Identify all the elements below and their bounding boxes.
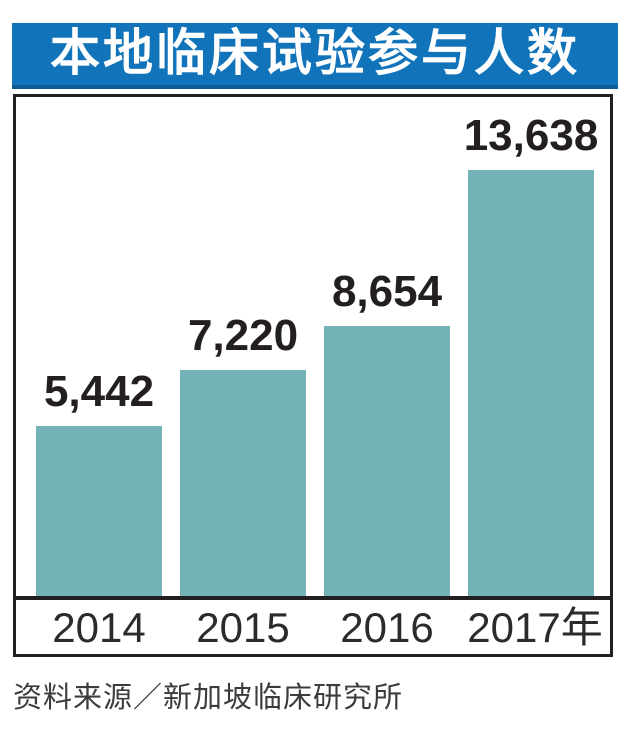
bar-value-label: 13,638 (463, 111, 599, 160)
x-axis-line (16, 596, 610, 600)
bar-2016 (324, 326, 450, 596)
chart-title: 本地临床试验参与人数 (50, 25, 580, 81)
x-axis-tick-label: 2017年 (467, 604, 603, 651)
chart-title-bar: 本地临床试验参与人数 (12, 23, 618, 89)
bar-2017年 (468, 170, 594, 596)
bar-2015 (180, 370, 306, 596)
bar-value-label: 5,442 (43, 367, 155, 416)
plot-area: 5,442 2014 7,220 2015 8,654 2016 13,638 2017年 (16, 97, 610, 654)
bar-value-label: 8,654 (331, 267, 443, 316)
x-axis-tick-label: 2016 (340, 604, 434, 651)
source-caption: 资料来源／新加坡临床研究所 (13, 682, 404, 714)
chart-area: 5,442 2014 7,220 2015 8,654 2016 13,638 2017年 (13, 94, 613, 657)
bar-2014 (36, 426, 162, 596)
x-axis-tick-label: 2014 (52, 604, 146, 651)
bar-value-label: 7,220 (187, 311, 299, 360)
x-axis-tick-label: 2015 (196, 604, 290, 651)
